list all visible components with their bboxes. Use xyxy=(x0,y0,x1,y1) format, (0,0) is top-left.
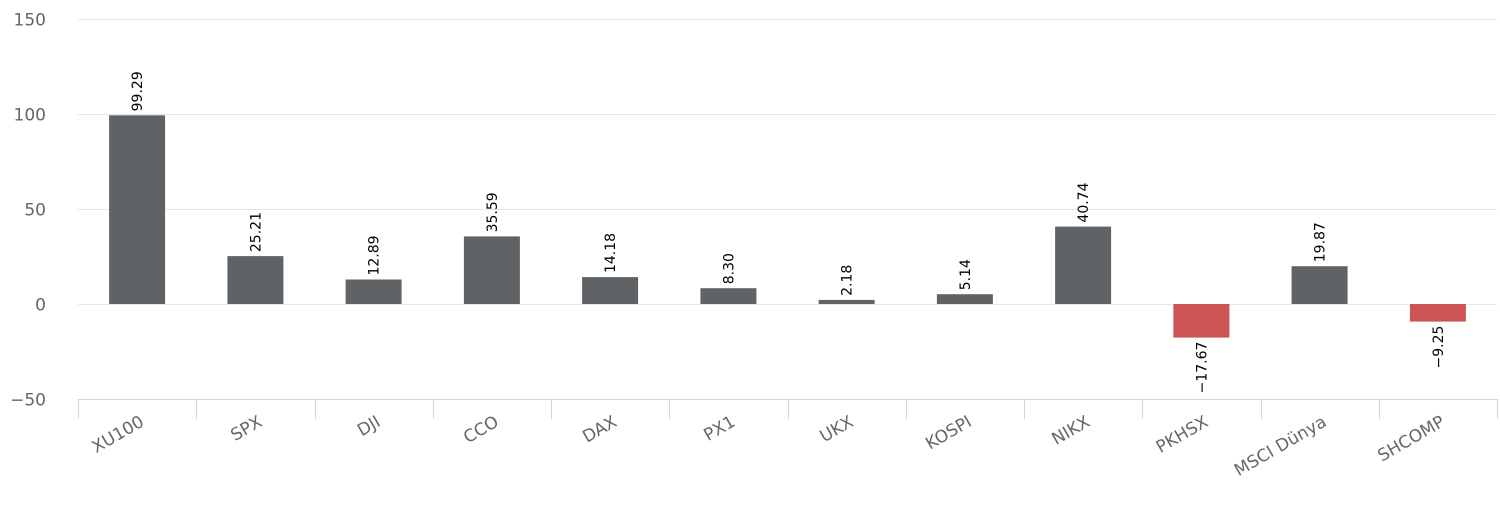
data-label: 8.30 xyxy=(721,253,737,284)
x-axis-labels: XU100 SPX DJI CCO DAX PX1 UKX KOSPI NIKX PKHSX MSC… xyxy=(89,412,1449,481)
x-tick-label: XU100 xyxy=(89,412,148,458)
y-axis-labels: −50 0 50 100 150 xyxy=(10,11,46,411)
x-tick-label: DJI xyxy=(354,412,384,441)
data-label: 40.74 xyxy=(1076,182,1092,222)
bar-msci-dünya xyxy=(1291,266,1348,304)
bar-spx xyxy=(227,256,284,304)
data-label: 35.59 xyxy=(485,192,501,232)
data-label: 5.14 xyxy=(958,259,974,290)
x-tick-label: PX1 xyxy=(701,412,739,446)
x-tick-label: PKHSX xyxy=(1153,412,1212,458)
y-tick-label: −50 xyxy=(10,391,46,411)
grid-lines xyxy=(78,19,1497,305)
y-tick-label: 150 xyxy=(14,11,46,31)
x-tick-label: SPX xyxy=(228,412,267,446)
data-label: 25.21 xyxy=(248,212,264,252)
x-tick-label: MSCI Dünya xyxy=(1231,412,1330,481)
bar-kospi xyxy=(936,294,993,304)
y-tick-label: 0 xyxy=(35,296,46,316)
x-tick-label: NIKX xyxy=(1049,412,1094,450)
x-tick-label: CCO xyxy=(460,412,502,448)
bar-nikx xyxy=(1055,226,1112,304)
data-label: 2.18 xyxy=(840,265,856,296)
x-axis xyxy=(78,399,1498,419)
bars xyxy=(109,115,1466,338)
x-tick-label: UKX xyxy=(817,412,858,447)
bar-px1 xyxy=(700,288,757,304)
x-tick-label: DAX xyxy=(579,412,621,448)
data-labels: 99.29 25.21 12.89 35.59 14.18 8.30 2.18 5.14 40.… xyxy=(130,71,1447,393)
y-tick-label: 50 xyxy=(24,201,46,221)
data-label: −9.25 xyxy=(1431,326,1447,369)
y-tick-label: 100 xyxy=(14,106,46,126)
data-label: 19.87 xyxy=(1313,222,1329,262)
data-label: 99.29 xyxy=(130,71,146,111)
bar-dax xyxy=(582,277,639,304)
bar-cco xyxy=(463,236,520,304)
data-label: −17.67 xyxy=(1194,342,1210,394)
data-label: 12.89 xyxy=(367,235,383,275)
bar-ukx xyxy=(818,299,875,304)
bar-pkhsx xyxy=(1173,304,1230,338)
x-tick-label: KOSPI xyxy=(922,412,975,454)
data-label: 14.18 xyxy=(603,233,619,273)
bar-xu100 xyxy=(109,115,166,304)
x-tick-label: SHCOMP xyxy=(1375,412,1449,466)
bar-dji xyxy=(345,279,402,304)
bar-shcomp xyxy=(1409,304,1466,322)
